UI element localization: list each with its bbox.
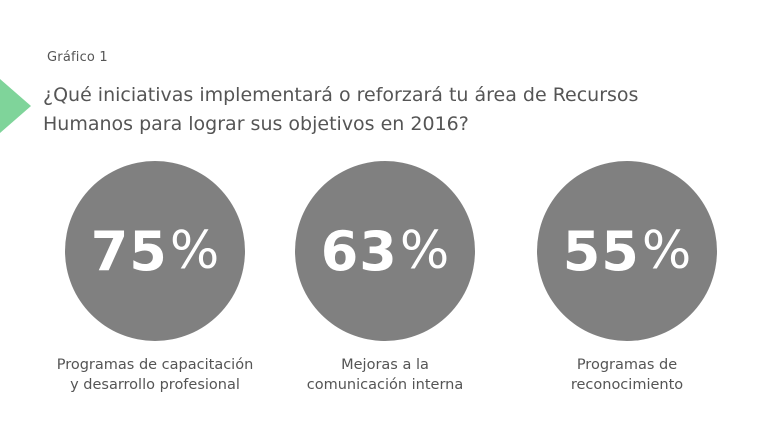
stat-unit: %	[399, 221, 450, 281]
stat-unit: %	[641, 221, 692, 281]
stat-caption-line: y desarrollo profesional	[70, 377, 240, 393]
figure-label: Gráfico 1	[47, 50, 108, 65]
stat-item: 55% Programas de reconocimiento	[512, 161, 742, 395]
stat-item: 75% Programas de capacitación y desarrol…	[40, 161, 270, 395]
stat-caption: Mejoras a la comunicación interna	[270, 355, 500, 395]
stat-circle: 55%	[537, 161, 717, 341]
stat-unit: %	[169, 221, 220, 281]
stat-value: 55	[562, 219, 640, 283]
chart-title: ¿Qué iniciativas implementará o reforzar…	[43, 84, 639, 135]
stat-caption: Programas de reconocimiento	[512, 355, 742, 395]
stat-value: 63	[320, 219, 398, 283]
stat-caption-line: Programas de	[576, 357, 678, 373]
green-arrow-icon	[0, 79, 31, 133]
stat-circle: 75%	[65, 161, 245, 341]
stat-caption-line: comunicación interna	[306, 377, 464, 393]
stat-caption-line: reconocimiento	[570, 377, 684, 393]
stat-circle: 63%	[295, 161, 475, 341]
stat-caption: Programas de capacitación y desarrollo p…	[40, 355, 270, 395]
stat-value: 75	[90, 219, 168, 283]
stat-caption-line: Mejoras a la	[341, 357, 429, 373]
stat-caption-line: Programas de capacitación	[56, 357, 254, 373]
stat-item: 63% Mejoras a la comunicación interna	[270, 161, 500, 395]
